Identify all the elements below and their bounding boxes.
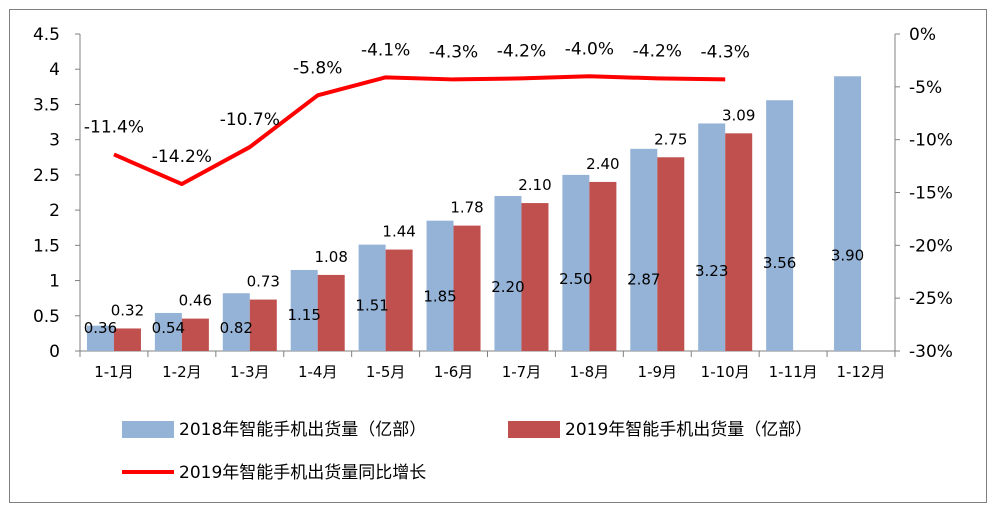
bar-2018	[290, 269, 318, 351]
growth-label: -4.3%	[429, 42, 478, 62]
right-tick-label: -30%	[909, 342, 953, 362]
growth-label: -5.8%	[293, 58, 342, 78]
x-category-label: 1-11月	[769, 363, 818, 381]
x-category-label: 1-1月	[94, 363, 134, 381]
growth-label: -4.1%	[361, 40, 410, 60]
bar-2019-label: 2.10	[518, 176, 551, 194]
bar-2018-label: 3.23	[695, 262, 728, 280]
right-tick-label: -25%	[909, 289, 953, 309]
left-tick-label: 4.5	[33, 25, 60, 45]
bar-2018	[154, 312, 182, 351]
x-category-label: 1-8月	[570, 363, 610, 381]
left-tick-label: 0.5	[33, 307, 60, 327]
growth-label: -11.4%	[84, 117, 144, 137]
bar-2019-label: 0.32	[111, 301, 144, 319]
growth-label: -14.2%	[152, 147, 212, 167]
x-category-label: 1-6月	[434, 363, 474, 381]
bar-2018-label: 0.82	[220, 319, 253, 337]
bar-2019	[385, 249, 413, 351]
x-category-label: 1-2月	[162, 363, 202, 381]
bar-2018	[562, 174, 590, 351]
bar-2019-label: 2.75	[654, 130, 687, 148]
bar-2019-label: 3.09	[722, 106, 755, 124]
bar-2018-label: 1.15	[288, 306, 321, 324]
bar-2019	[453, 225, 481, 351]
bar-2018-label: 2.87	[627, 270, 660, 288]
left-tick-label: 3	[49, 131, 60, 151]
right-tick-label: -10%	[909, 131, 953, 151]
left-tick-label: 0	[49, 342, 60, 362]
x-category-label: 1-5月	[366, 363, 406, 381]
bar-2019	[725, 133, 753, 351]
bar-2018-label: 3.90	[831, 246, 864, 264]
bar-2019-label: 0.46	[179, 292, 212, 310]
growth-label: -4.3%	[701, 42, 750, 62]
bar-2018	[834, 76, 862, 352]
left-tick-label: 2	[49, 201, 60, 221]
bar-2018	[698, 123, 726, 351]
left-tick-label: 4	[49, 60, 60, 80]
bar-2018	[494, 196, 522, 351]
growth-label: -4.0%	[565, 39, 614, 59]
bar-2018	[766, 100, 794, 352]
growth-label: -10.7%	[220, 110, 280, 130]
left-tick-label: 1	[49, 272, 60, 292]
bar-2018-label: 0.36	[84, 319, 117, 337]
bar-2018-label: 2.50	[559, 270, 592, 288]
bar-2018	[426, 220, 454, 351]
x-category-label: 1-7月	[502, 363, 542, 381]
x-category-label: 1-9月	[638, 363, 678, 381]
left-tick-label: 2.5	[33, 166, 60, 186]
x-category-label: 1-4月	[298, 363, 338, 381]
x-category-label: 1-3月	[230, 363, 270, 381]
bar-2019-label: 1.78	[450, 199, 483, 217]
legend-swatch-2019	[508, 421, 560, 438]
legend-swatch-2018	[122, 421, 174, 438]
bar-2019	[113, 328, 141, 351]
bar-2019	[521, 203, 549, 351]
legend-label-2019: 2019年智能手机出货量（亿部）	[565, 420, 812, 440]
right-tick-label: -20%	[909, 236, 953, 256]
right-tick-label: -5%	[909, 78, 942, 98]
bar-2019	[657, 157, 685, 351]
bar-2019	[249, 299, 277, 351]
legend-label-2018: 2018年智能手机出货量（亿部）	[179, 420, 426, 440]
bar-2018	[222, 293, 250, 351]
growth-label: -4.2%	[497, 41, 546, 61]
bar-2018	[630, 148, 658, 351]
bar-2019	[317, 274, 345, 351]
x-category-label: 1-12月	[837, 363, 886, 381]
bar-2018-label: 3.56	[763, 254, 796, 272]
growth-label: -4.2%	[633, 41, 682, 61]
bar-2019	[181, 318, 209, 351]
bar-2018-label: 1.85	[423, 287, 456, 305]
bar-2019-label: 2.40	[586, 155, 619, 173]
bar-2019-label: 1.44	[382, 223, 415, 241]
right-tick-label: -15%	[909, 184, 953, 204]
x-category-label: 1-10月	[701, 363, 750, 381]
bar-2018-label: 1.51	[355, 297, 388, 315]
bar-2019	[589, 181, 617, 351]
left-tick-label: 1.5	[33, 236, 60, 256]
bar-2018	[86, 325, 114, 351]
bar-2018-label: 2.20	[491, 278, 524, 296]
bar-2019-label: 1.08	[315, 248, 348, 266]
right-tick-label: 0%	[909, 25, 936, 45]
legend-label-growth: 2019年智能手机出货量同比增长	[179, 463, 426, 483]
bar-2018-label: 0.54	[152, 319, 185, 337]
bar-2019-label: 0.73	[247, 273, 280, 291]
growth-line	[113, 74, 726, 187]
bar-2018	[358, 244, 386, 351]
left-tick-label: 3.5	[33, 95, 60, 115]
